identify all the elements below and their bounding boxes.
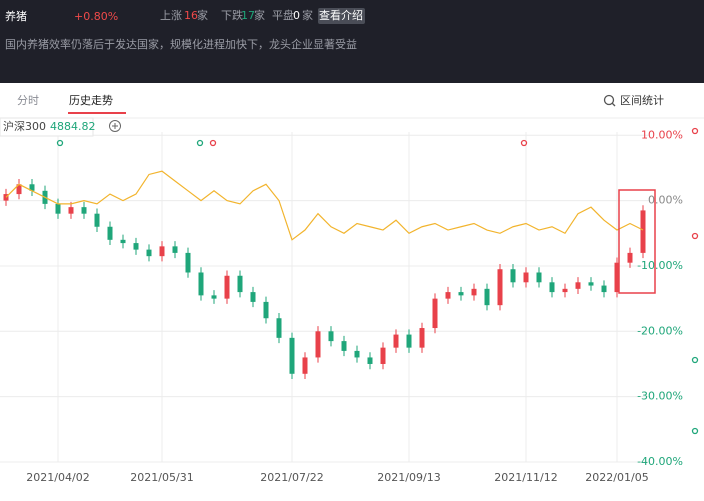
candle-body [497, 269, 503, 306]
candle-body [380, 347, 386, 364]
candle-body [510, 269, 516, 283]
event-marker[interactable] [209, 139, 217, 147]
candle-body [198, 272, 204, 296]
candle-body [341, 341, 347, 351]
candle-body [562, 288, 568, 293]
candle-body [523, 272, 529, 283]
candle-body [146, 249, 152, 257]
tab[interactable]: 分时 [17, 94, 39, 107]
candle-body [458, 292, 464, 296]
candle-body [237, 275, 243, 293]
candle-body [68, 207, 74, 214]
candle-body [250, 292, 256, 302]
candle-body [549, 282, 555, 293]
y-tick-label: -20.00% [637, 324, 683, 337]
side-marker[interactable] [691, 127, 699, 135]
candle-body [367, 357, 373, 364]
candle-body [172, 246, 178, 253]
candle-body [575, 282, 581, 289]
candle-body [484, 288, 490, 306]
legend-name: 沪深300 [3, 119, 46, 133]
candle-body [588, 282, 594, 286]
down-label: 下跌 [221, 8, 243, 22]
event-marker[interactable] [520, 139, 528, 147]
candle-body [224, 275, 230, 299]
x-tick-label: 2021/04/02 [26, 471, 89, 484]
unit: 家 [302, 8, 313, 22]
candle-body [289, 337, 295, 374]
highlight-box [618, 189, 656, 294]
side-marker[interactable] [691, 427, 699, 435]
index-line [5, 170, 644, 241]
candle-body [354, 350, 360, 358]
unit: 家 [254, 8, 265, 22]
y-tick-label: -30.00% [637, 390, 683, 403]
event-marker[interactable] [196, 139, 204, 147]
chart: 10.00% 0.00% -10.00% -20.00% -30.00% -40.00% 2… [0, 128, 683, 484]
x-tick-label: 2021/09/13 [377, 471, 440, 484]
x-tick-label: 2021/05/31 [130, 471, 193, 484]
title: 养猪 [5, 9, 27, 23]
intro-button-label[interactable]: 查看介绍 [319, 8, 363, 22]
unit: 家 [197, 8, 208, 22]
candle-body [419, 328, 425, 348]
candle-body [263, 301, 269, 319]
tab-underline [68, 112, 126, 114]
intro-button[interactable] [318, 8, 365, 24]
y-tick-label: 0.00% [648, 194, 683, 207]
side-marker[interactable] [691, 356, 699, 364]
candle-body [81, 207, 87, 214]
candle-body [211, 295, 217, 299]
candle-body [627, 252, 633, 263]
candle-body [133, 243, 139, 250]
candle-body [614, 262, 620, 293]
y-tick-label: -40.00% [637, 455, 683, 468]
x-tick-label: 2021/07/22 [260, 471, 323, 484]
candle-body [120, 239, 126, 244]
up-label: 上涨 [160, 9, 182, 22]
description: 国内养猪效率仍落后于发达国家，规模化进程加快下，龙头企业显著受益 [5, 37, 357, 51]
candle-body [276, 318, 282, 338]
candle-body [406, 334, 412, 348]
candle-body [640, 210, 646, 253]
y-tick-label: -10.00% [637, 259, 683, 272]
search-icon[interactable] [611, 102, 616, 107]
candle-body [185, 252, 191, 273]
candle-body [94, 213, 100, 227]
add-button[interactable] [112, 123, 118, 129]
candle-body [107, 226, 113, 240]
y-tick-label: 10.00% [641, 128, 683, 141]
candle-body [432, 298, 438, 329]
search-icon[interactable] [603, 94, 615, 106]
candle-body [393, 334, 399, 348]
side-marker[interactable] [691, 232, 699, 240]
change: +0.80% [74, 10, 118, 23]
flat-label: 平盘 [272, 8, 294, 22]
candle-body [601, 285, 607, 293]
flat-count: 0 [293, 9, 300, 22]
add-button[interactable] [109, 120, 121, 132]
legend-box [0, 117, 94, 137]
candle-body [471, 288, 477, 296]
candle-body [328, 331, 334, 342]
candle-body [445, 292, 451, 299]
candle-body [159, 246, 165, 257]
up-count: 16 [184, 9, 198, 22]
down-count: 17 [241, 9, 255, 22]
x-tick-label: 2022/01/05 [585, 471, 648, 484]
candle-body [302, 357, 308, 374]
candle-body [29, 184, 35, 191]
candle-body [536, 272, 542, 283]
candle-body [16, 184, 22, 195]
legend-value: 4884.82 [50, 120, 96, 133]
range-stats[interactable]: 区间统计 [620, 94, 664, 107]
candle-body [55, 203, 61, 214]
event-marker[interactable] [56, 139, 64, 147]
tab-active[interactable]: 历史走势 [69, 94, 113, 107]
candle-body [315, 331, 321, 358]
x-tick-label: 2021/11/12 [494, 471, 557, 484]
